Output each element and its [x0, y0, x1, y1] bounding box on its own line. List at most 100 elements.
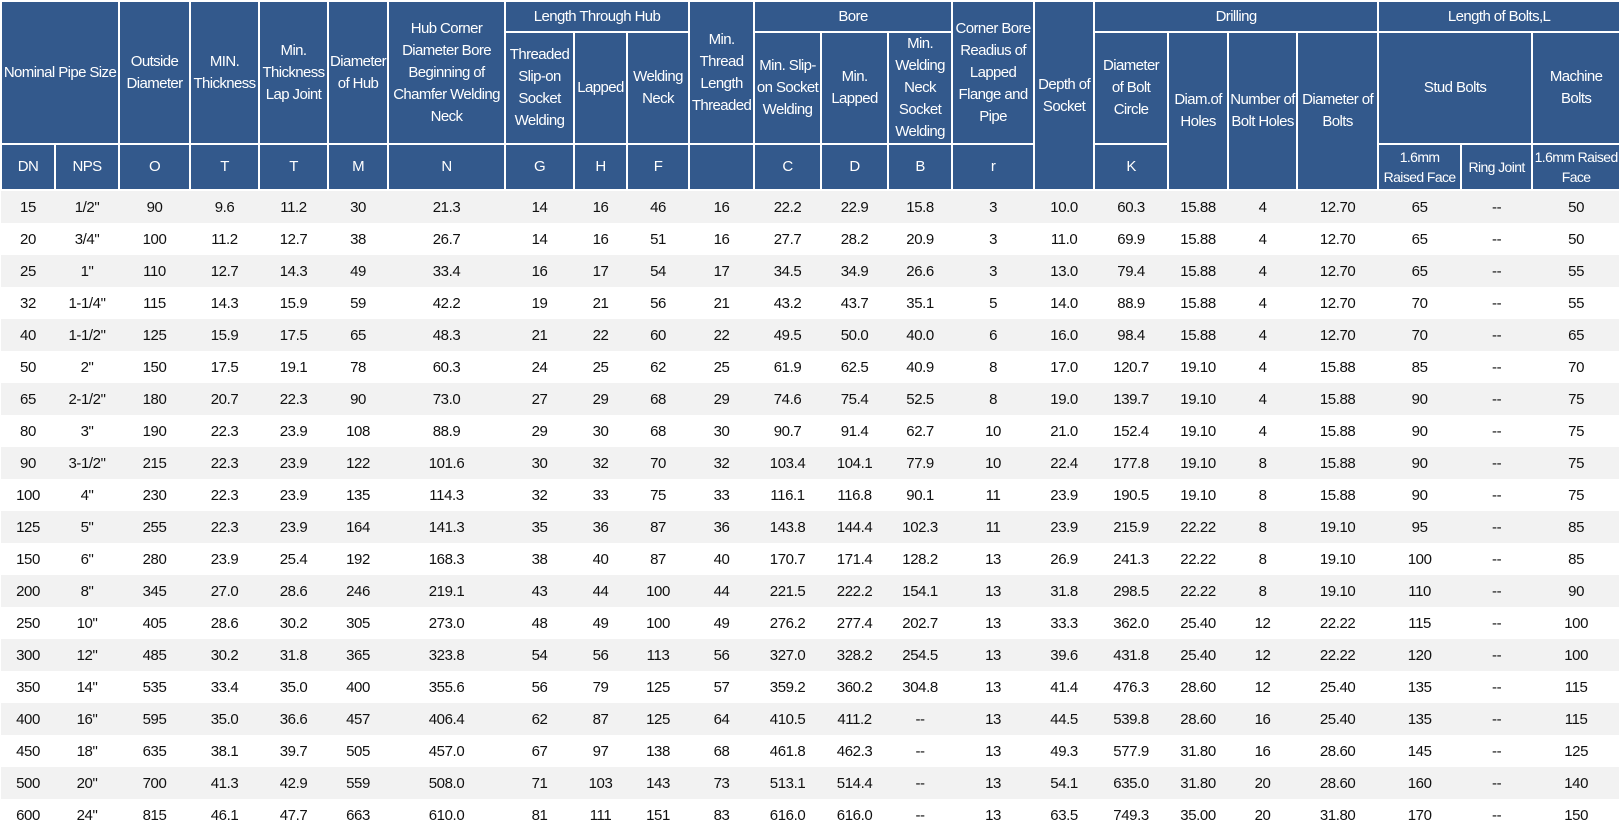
data-row: 25 1" 110 12.7 14.3 49 33.4 16 17 54 17 34.5 34.9 26.…: [1, 255, 1619, 287]
data-cell: 635: [119, 735, 191, 767]
data-cell: 95: [1378, 511, 1462, 543]
data-cell: 13: [952, 703, 1035, 735]
data-cell: 535: [119, 671, 191, 703]
data-cell: 13: [952, 543, 1035, 575]
data-cell: 450: [1, 735, 55, 767]
data-cell: 3/4": [55, 223, 120, 255]
data-cell: 19.10: [1168, 447, 1229, 479]
data-cell: 85: [1532, 511, 1619, 543]
data-cell: 23.9: [1034, 479, 1095, 511]
data-cell: 12": [55, 639, 120, 671]
data-cell: 16.0: [1034, 319, 1095, 351]
data-cell: 23.9: [259, 415, 329, 447]
data-cell: 152.4: [1094, 415, 1169, 447]
data-cell: 125: [1, 511, 55, 543]
data-cell: 19.10: [1168, 351, 1229, 383]
symbol-cell: DN: [0, 143, 56, 191]
data-cell: 15.88: [1297, 479, 1379, 511]
data-cell: 62.5: [821, 351, 889, 383]
data-cell: --: [888, 703, 953, 735]
data-cell: 42.2: [388, 287, 506, 319]
data-cell: 125: [627, 671, 690, 703]
data-cell: 200: [1, 575, 55, 607]
data-cell: 115: [1378, 607, 1462, 639]
data-cell: 90: [1532, 575, 1619, 607]
data-cell: 177.8: [1094, 447, 1169, 479]
data-cell: 3": [55, 415, 120, 447]
data-cell: 355.6: [388, 671, 506, 703]
data-cell: 616.0: [821, 799, 889, 831]
data-cell: 116.8: [821, 479, 889, 511]
data-cell: 50: [1532, 223, 1619, 255]
data-cell: 13: [952, 799, 1035, 831]
data-cell: 6": [55, 543, 120, 575]
data-cell: 150: [1, 543, 55, 575]
data-cell: 12.7: [190, 255, 260, 287]
data-cell: 4: [1228, 319, 1298, 351]
data-cell: 28.6: [259, 575, 329, 607]
data-cell: --: [1461, 479, 1533, 511]
data-cell: --: [1461, 351, 1533, 383]
header-cell: Nominal Pipe Size: [0, 0, 121, 145]
data-cell: 39.6: [1034, 639, 1095, 671]
data-cell: 63.5: [1034, 799, 1095, 831]
data-cell: --: [1461, 319, 1533, 351]
data-cell: 16: [689, 223, 755, 255]
data-cell: 9.6: [190, 190, 260, 223]
data-cell: --: [1461, 190, 1533, 223]
data-cell: 29: [574, 383, 628, 415]
data-cell: 33: [689, 479, 755, 511]
data-cell: 577.9: [1094, 735, 1169, 767]
data-cell: 70: [1378, 319, 1462, 351]
data-cell: 8: [1228, 543, 1298, 575]
data-cell: 595: [119, 703, 191, 735]
data-cell: 78: [328, 351, 389, 383]
data-cell: 32: [574, 447, 628, 479]
data-cell: 40: [574, 543, 628, 575]
data-cell: 19.10: [1297, 575, 1379, 607]
data-cell: 29: [505, 415, 575, 447]
header-row: DN NPS O T T M N G H F C D B r K 1.6mm R…: [0, 143, 1619, 191]
data-cell: 1": [55, 255, 120, 287]
header-cell: Min. Thread Length Threaded: [688, 0, 756, 145]
data-cell: --: [1461, 703, 1533, 735]
data-cell: 190.5: [1094, 479, 1169, 511]
data-cell: 8: [952, 383, 1035, 415]
data-cell: 18": [55, 735, 120, 767]
data-cell: 700: [119, 767, 191, 799]
data-cell: 22.3: [190, 479, 260, 511]
data-cell: 15.88: [1297, 447, 1379, 479]
data-cell: 27: [505, 383, 575, 415]
data-cell: 135: [1378, 671, 1462, 703]
data-cell: 22.2: [754, 190, 822, 223]
data-cell: 170: [1378, 799, 1462, 831]
data-cell: 19.10: [1168, 383, 1229, 415]
data-cell: 28.2: [821, 223, 889, 255]
table-body: 15 1/2" 90 9.6 11.2 30 21.3 14 16 46 16 22.2 22.9 15.…: [1, 190, 1619, 831]
data-cell: 135: [1378, 703, 1462, 735]
data-cell: 27.7: [754, 223, 822, 255]
data-cell: 150: [119, 351, 191, 383]
data-cell: 190: [119, 415, 191, 447]
data-cell: 164: [328, 511, 389, 543]
data-cell: 56: [574, 639, 628, 671]
data-cell: 635.0: [1094, 767, 1169, 799]
data-cell: 20.7: [190, 383, 260, 415]
header-cell: MIN. Thickness: [189, 0, 261, 145]
data-cell: --: [1461, 799, 1533, 831]
data-cell: 31.80: [1168, 767, 1229, 799]
data-row: 40 1-1/2" 125 15.9 17.5 65 48.3 21 22 60 22 49.5 50.…: [1, 319, 1619, 351]
data-cell: 20: [1228, 767, 1298, 799]
data-cell: 64: [689, 703, 755, 735]
data-cell: 49.3: [1034, 735, 1095, 767]
data-cell: 91.4: [821, 415, 889, 447]
header-cell: Diam.of Holes: [1167, 31, 1230, 191]
data-cell: 70: [627, 447, 690, 479]
symbol-cell: Ring Joint: [1460, 143, 1534, 191]
data-cell: 1/2": [55, 190, 120, 223]
data-cell: 514.4: [821, 767, 889, 799]
data-cell: 40.9: [888, 351, 953, 383]
data-cell: 273.0: [388, 607, 506, 639]
data-cell: 406.4: [388, 703, 506, 735]
